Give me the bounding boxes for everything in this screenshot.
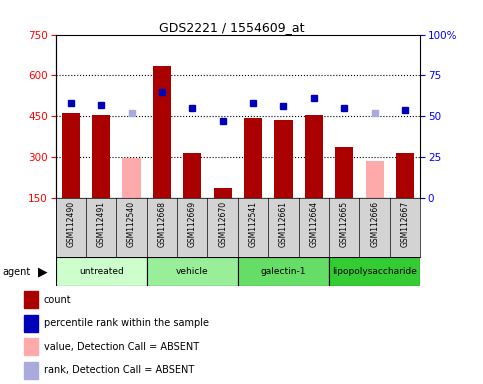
Text: untreated: untreated <box>79 267 124 276</box>
Bar <box>238 257 329 286</box>
Text: count: count <box>44 295 71 305</box>
Bar <box>147 257 238 286</box>
Bar <box>24 291 38 308</box>
Bar <box>244 118 262 198</box>
Text: galectin-1: galectin-1 <box>261 267 306 276</box>
Text: GSM112666: GSM112666 <box>370 201 379 247</box>
Text: GSM112661: GSM112661 <box>279 201 288 247</box>
Bar <box>335 147 354 198</box>
Text: GSM112491: GSM112491 <box>97 201 106 247</box>
Bar <box>62 113 80 198</box>
Bar <box>56 257 147 286</box>
Bar <box>396 153 414 198</box>
Bar <box>24 338 38 355</box>
Text: GSM112665: GSM112665 <box>340 201 349 247</box>
Text: percentile rank within the sample: percentile rank within the sample <box>44 318 209 328</box>
Bar <box>122 158 141 198</box>
Text: GDS2221 / 1554609_at: GDS2221 / 1554609_at <box>159 21 305 34</box>
Text: GSM112540: GSM112540 <box>127 201 136 247</box>
Text: lipopolysaccharide: lipopolysaccharide <box>332 267 417 276</box>
Bar <box>24 315 38 332</box>
Text: GSM112668: GSM112668 <box>157 201 167 247</box>
Text: ▶: ▶ <box>38 265 47 278</box>
Bar <box>274 120 293 198</box>
Text: GSM112664: GSM112664 <box>309 201 318 247</box>
Text: agent: agent <box>2 266 30 277</box>
Text: vehicle: vehicle <box>176 267 209 276</box>
Bar <box>213 188 232 198</box>
Bar <box>305 115 323 198</box>
Text: GSM112667: GSM112667 <box>400 201 410 247</box>
Text: GSM112541: GSM112541 <box>249 201 257 247</box>
Bar <box>183 153 201 198</box>
Text: value, Detection Call = ABSENT: value, Detection Call = ABSENT <box>44 342 199 352</box>
Bar <box>153 66 171 198</box>
Text: GSM112670: GSM112670 <box>218 201 227 247</box>
Text: rank, Detection Call = ABSENT: rank, Detection Call = ABSENT <box>44 365 194 375</box>
Text: GSM112490: GSM112490 <box>66 201 75 247</box>
Bar <box>92 115 110 198</box>
Bar <box>329 257 420 286</box>
Bar <box>366 161 384 198</box>
Text: GSM112669: GSM112669 <box>188 201 197 247</box>
Bar <box>24 362 38 379</box>
